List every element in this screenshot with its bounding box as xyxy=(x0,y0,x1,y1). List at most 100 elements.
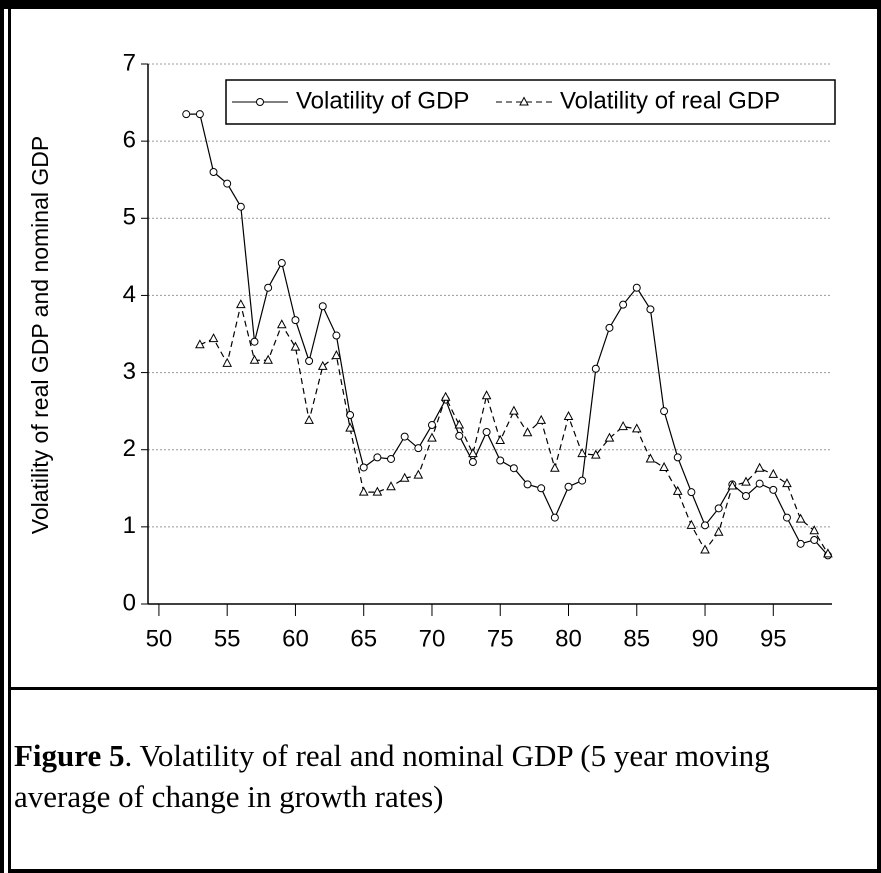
point xyxy=(768,468,779,478)
point xyxy=(264,283,273,292)
point xyxy=(236,299,246,309)
point xyxy=(782,513,791,522)
point xyxy=(618,421,628,431)
point xyxy=(427,421,436,430)
point xyxy=(276,319,287,329)
point xyxy=(509,464,518,473)
point xyxy=(414,444,423,453)
point xyxy=(182,110,191,119)
point xyxy=(509,405,519,415)
y-tick-label: 3 xyxy=(123,358,136,385)
point xyxy=(413,469,424,479)
series-line xyxy=(186,113,829,556)
point xyxy=(659,461,669,471)
point xyxy=(304,414,314,424)
point xyxy=(290,341,301,351)
point xyxy=(455,431,464,440)
point xyxy=(400,432,409,441)
x-tick-label: 95 xyxy=(760,625,787,652)
point xyxy=(223,179,232,188)
point xyxy=(782,478,792,488)
point xyxy=(741,492,750,500)
point xyxy=(631,423,642,433)
y-axis-label: Volatility of real GDP and nominal GDP xyxy=(27,136,53,534)
point xyxy=(346,411,355,419)
point xyxy=(604,432,615,442)
point xyxy=(809,525,820,535)
point xyxy=(701,521,710,530)
frame-top xyxy=(0,0,881,9)
series-line xyxy=(199,304,829,555)
point xyxy=(700,544,710,554)
point xyxy=(687,488,696,497)
point xyxy=(387,454,396,463)
y-tick-label: 6 xyxy=(123,126,136,153)
point xyxy=(250,337,259,346)
legend-label: Volatility of real GDP xyxy=(560,87,780,114)
point xyxy=(672,485,683,495)
point xyxy=(263,354,273,364)
point xyxy=(823,548,833,558)
point xyxy=(619,300,628,309)
frame-left-inner xyxy=(8,0,11,873)
point xyxy=(550,462,560,472)
x-tick-label: 80 xyxy=(555,625,582,652)
point xyxy=(496,456,505,465)
x-tick-label: 55 xyxy=(214,625,241,652)
point xyxy=(195,339,205,349)
point xyxy=(522,427,533,437)
point xyxy=(236,202,245,211)
x-tick-label: 60 xyxy=(282,625,309,652)
point xyxy=(632,283,641,292)
point xyxy=(331,350,342,360)
point xyxy=(454,419,465,429)
point xyxy=(332,331,341,340)
point xyxy=(386,481,396,491)
y-tick-label: 4 xyxy=(123,281,136,308)
point xyxy=(482,427,491,436)
point xyxy=(810,535,819,544)
point xyxy=(563,410,574,421)
caption: Figure 5. Volatility of real and nominal… xyxy=(14,735,864,817)
point xyxy=(578,476,587,485)
legend-marker xyxy=(256,98,264,106)
x-tick-label: 85 xyxy=(623,625,650,652)
point xyxy=(317,360,328,370)
point xyxy=(646,305,655,314)
point xyxy=(713,526,724,536)
point xyxy=(754,462,765,472)
point xyxy=(795,513,806,523)
point xyxy=(359,463,368,472)
point xyxy=(523,480,532,489)
point xyxy=(399,472,410,482)
point xyxy=(249,354,260,364)
point xyxy=(686,519,697,529)
point xyxy=(345,422,355,432)
point xyxy=(318,302,327,311)
frame-left xyxy=(0,0,4,873)
point xyxy=(645,453,656,463)
point xyxy=(372,486,383,496)
point xyxy=(440,391,451,401)
point xyxy=(358,486,369,496)
point xyxy=(755,479,764,488)
point xyxy=(796,539,805,548)
y-tick-label: 7 xyxy=(123,49,136,76)
x-tick-label: 75 xyxy=(487,625,514,652)
point xyxy=(305,357,314,365)
point xyxy=(714,504,723,513)
caption-text: . Volatility of real and nominal GDP (5 … xyxy=(14,738,770,814)
caption-label: Figure 5 xyxy=(14,738,125,773)
point xyxy=(277,259,286,268)
point xyxy=(660,407,669,416)
point xyxy=(577,448,587,458)
point xyxy=(495,434,506,444)
legend-label: Volatility of GDP xyxy=(296,87,469,114)
point xyxy=(209,168,218,176)
legend-marker xyxy=(519,96,529,106)
point xyxy=(468,458,477,467)
frame-divider xyxy=(8,687,881,690)
point xyxy=(536,414,547,424)
